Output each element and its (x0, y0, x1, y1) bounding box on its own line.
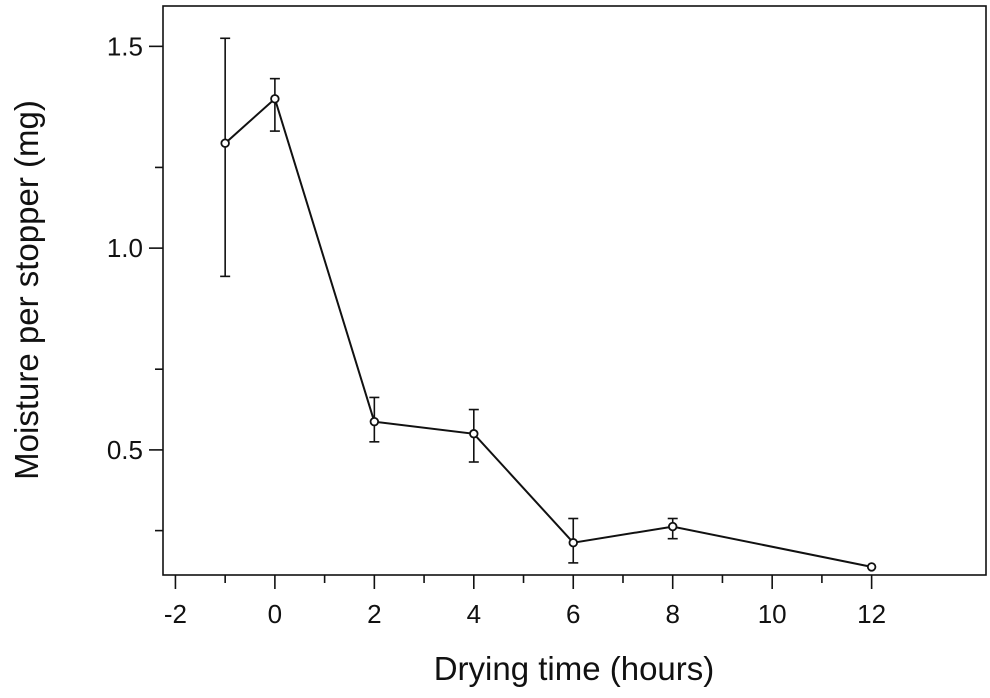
x-axis: -2 0 2 4 6 8 10 12 (164, 575, 886, 629)
data-point (270, 94, 280, 104)
y-tick-label: 0.5 (107, 435, 143, 465)
series-line (224, 97, 872, 568)
x-tick-label: 8 (665, 599, 679, 629)
x-tick-label: -2 (164, 599, 187, 629)
data-series (220, 37, 877, 572)
data-point (369, 416, 380, 427)
data-point (469, 429, 479, 439)
x-tick-label: 10 (758, 599, 787, 629)
x-axis-title: Drying time (hours) (434, 650, 715, 687)
x-tick-label: 0 (268, 599, 282, 629)
data-point (668, 521, 678, 532)
x-tick-label: 12 (857, 599, 886, 629)
x-tick-label: 6 (566, 599, 580, 629)
y-tick-label: 1.0 (107, 233, 143, 263)
data-point (220, 138, 230, 148)
data-point (866, 562, 877, 572)
plot-frame (162, 5, 987, 576)
y-tick-label: 1.5 (107, 31, 143, 61)
y-axis-title: Moisture per stopper (mg) (8, 100, 45, 480)
x-tick-label: 2 (367, 599, 381, 629)
data-point (568, 538, 578, 548)
y-axis: 0.5 1.0 1.5 (107, 31, 163, 532)
x-tick-label: 4 (467, 599, 481, 629)
